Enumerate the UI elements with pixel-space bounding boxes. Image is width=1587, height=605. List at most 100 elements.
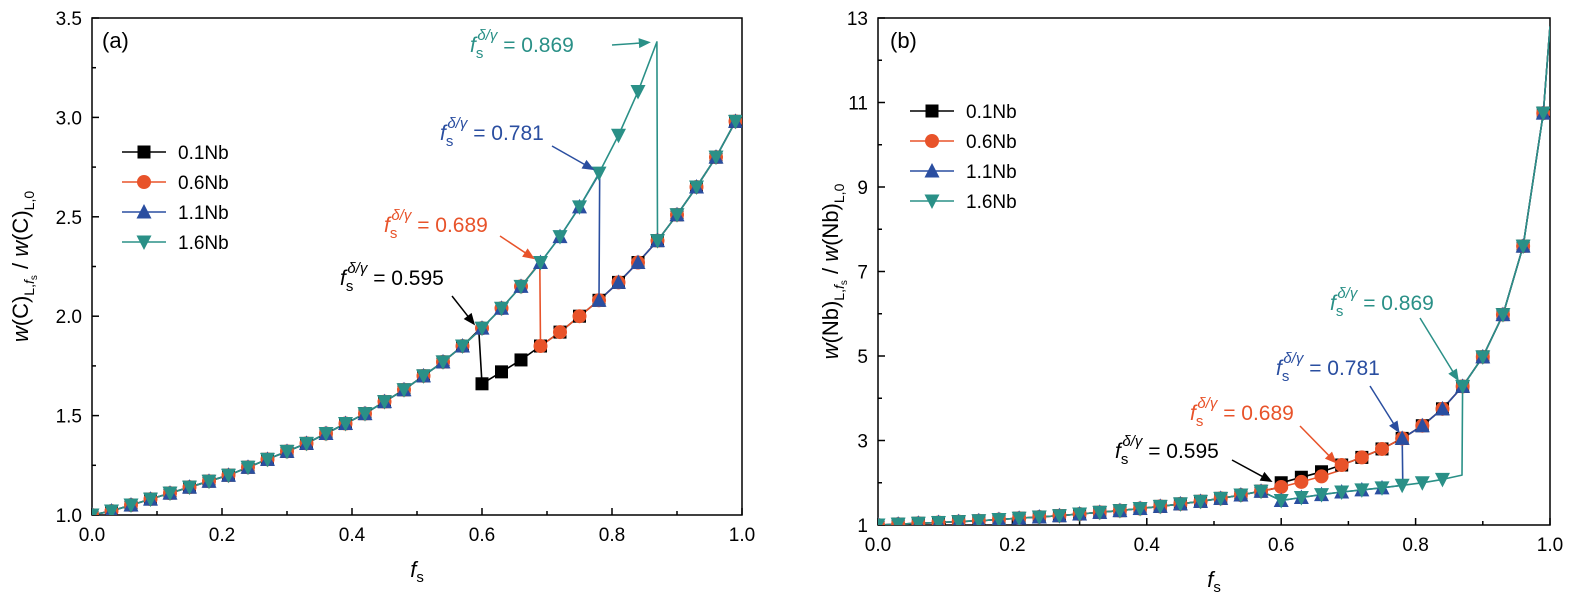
data-point-1.6Nb — [1051, 509, 1067, 524]
x-tick-label: 0.8 — [599, 525, 625, 546]
data-point-1.6Nb — [708, 150, 724, 166]
x-tick-label: 1.0 — [729, 525, 755, 546]
data-point-1.6Nb — [669, 208, 685, 223]
legend-entry-0.1Nb: 0.1Nb — [910, 102, 1017, 123]
annotation-arrow-head — [1324, 451, 1337, 464]
data-point-1.6Nb — [1233, 488, 1249, 504]
panel-label: (b) — [890, 28, 917, 53]
annotation-arrow-head — [638, 38, 651, 49]
data-point-1.6Nb — [455, 339, 470, 355]
y-tick-label: 13 — [847, 9, 868, 30]
x-tick-label: 0.6 — [469, 525, 495, 546]
data-point-1.6Nb — [591, 166, 607, 182]
annotation-0.781: fsδ/γ = 0.781 — [1276, 350, 1400, 434]
legend-label: 0.1Nb — [178, 143, 229, 164]
data-point-1.6Nb — [104, 504, 119, 515]
annotation-arrow-line — [1369, 385, 1397, 427]
data-point-1.6Nb — [279, 444, 295, 460]
data-point-1.6Nb — [890, 517, 906, 525]
legend-marker — [136, 204, 152, 219]
annotation-arrow-head — [463, 312, 476, 326]
data-point-1.6Nb — [221, 468, 236, 484]
data-point-0.6Nb — [1314, 469, 1329, 484]
panel-label: (a) — [102, 28, 129, 53]
legend-label: 0.1Nb — [966, 102, 1017, 123]
data-point-1.6Nb — [971, 514, 987, 525]
y-tick-label: 7 — [857, 263, 868, 284]
data-point-0.6Nb — [1274, 479, 1289, 494]
legend-label: 1.6Nb — [966, 192, 1017, 213]
annotation-arrow-head — [1389, 420, 1400, 434]
data-point-0.1Nb — [475, 377, 489, 391]
data-point-0.6Nb — [1354, 450, 1369, 465]
x-tick-label: 0.8 — [1402, 535, 1428, 556]
data-point-0.6Nb — [572, 309, 587, 324]
annotation-0.781: fsδ/γ = 0.781 — [440, 115, 595, 171]
legend-entry-0.6Nb: 0.6Nb — [910, 132, 1017, 153]
data-point-1.6Nb — [1334, 485, 1350, 501]
data-point-1.6Nb — [1394, 478, 1410, 494]
legend-label: 0.6Nb — [178, 173, 229, 194]
data-point-1.6Nb — [513, 279, 529, 295]
data-point-1.6Nb — [1112, 504, 1128, 519]
data-point-1.6Nb — [92, 508, 100, 515]
data-point-1.6Nb — [1253, 484, 1269, 500]
x-tick-label: 0.0 — [865, 535, 891, 556]
data-point-1.6Nb — [1354, 483, 1370, 498]
data-point-1.6Nb — [1455, 379, 1471, 395]
annotation-label: fsδ/γ = 0.869 — [1330, 285, 1434, 320]
data-point-1.6Nb — [1314, 488, 1330, 503]
data-point-1.6Nb — [1434, 472, 1450, 488]
y-tick-label: 3.0 — [56, 108, 82, 129]
data-point-1.6Nb — [494, 301, 509, 317]
data-point-0.1Nb — [495, 365, 508, 379]
legend-label: 1.1Nb — [178, 203, 229, 224]
legend-marker — [924, 194, 940, 209]
chart-panel-a: 0.0 0.2 0.4 0.6 0.8 1.0 1.0 1.5 2.0 2.5 3.0 3.5 fs w(… — [8, 9, 755, 586]
annotation-label: fsδ/γ = 0.689 — [1190, 395, 1294, 430]
legend-marker — [924, 163, 940, 178]
data-point-1.6Nb — [1475, 350, 1491, 365]
legend-label: 0.6Nb — [966, 132, 1017, 153]
annotation-arrow-head — [1448, 368, 1459, 382]
data-point-1.6Nb — [318, 426, 334, 442]
annotation-0.689: fsδ/γ = 0.689 — [384, 207, 535, 260]
data-point-1.6Nb — [1152, 499, 1168, 515]
legend-marker — [925, 104, 939, 118]
y-tick-label: 11 — [848, 94, 868, 115]
legend-label: 1.1Nb — [966, 162, 1017, 183]
legend-entry-1.6Nb: 1.6Nb — [910, 192, 1017, 213]
legend-entry-1.1Nb: 1.1Nb — [910, 162, 1017, 183]
y-tick-label: 1 — [857, 516, 868, 537]
annotation-arrow-line — [1299, 425, 1332, 459]
annotation-arrow-line — [1419, 317, 1456, 375]
data-point-1.6Nb — [143, 492, 158, 508]
y-tick-label: 3 — [857, 432, 868, 453]
data-point-1.6Nb — [240, 460, 256, 476]
data-point-1.6Nb — [1092, 505, 1108, 521]
data-point-1.6Nb — [1515, 239, 1531, 255]
y-tick-label: 1.0 — [56, 506, 82, 527]
annotation-label: fsδ/γ = 0.869 — [470, 27, 574, 62]
y-axis-label: w(C)L,fs / w(C)L,0 — [8, 191, 40, 342]
data-point-1.6Nb — [689, 180, 704, 195]
data-point-1.1Nb — [1434, 400, 1450, 416]
data-point-0.1Nb — [514, 353, 528, 367]
y-tick-label: 3.5 — [56, 9, 82, 30]
legend-marker — [137, 145, 151, 159]
data-point-1.6Nb — [1495, 308, 1511, 323]
annotation-arrow-line — [551, 145, 588, 167]
annotation-arrow-line — [611, 42, 643, 46]
data-point-1.6Nb — [1374, 481, 1390, 496]
data-point-1.6Nb — [396, 383, 412, 398]
data-point-0.6Nb — [1375, 441, 1389, 456]
data-point-1.6Nb — [650, 234, 665, 249]
data-point-1.6Nb — [991, 513, 1007, 525]
x-tick-label: 0.0 — [79, 525, 105, 546]
data-point-1.6Nb — [1011, 511, 1027, 525]
data-point-1.6Nb — [910, 516, 926, 525]
data-point-1.1Nb — [1394, 430, 1410, 445]
data-point-1.6Nb — [1414, 476, 1430, 491]
y-tick-label: 9 — [857, 178, 868, 199]
data-point-1.6Nb — [338, 417, 353, 432]
